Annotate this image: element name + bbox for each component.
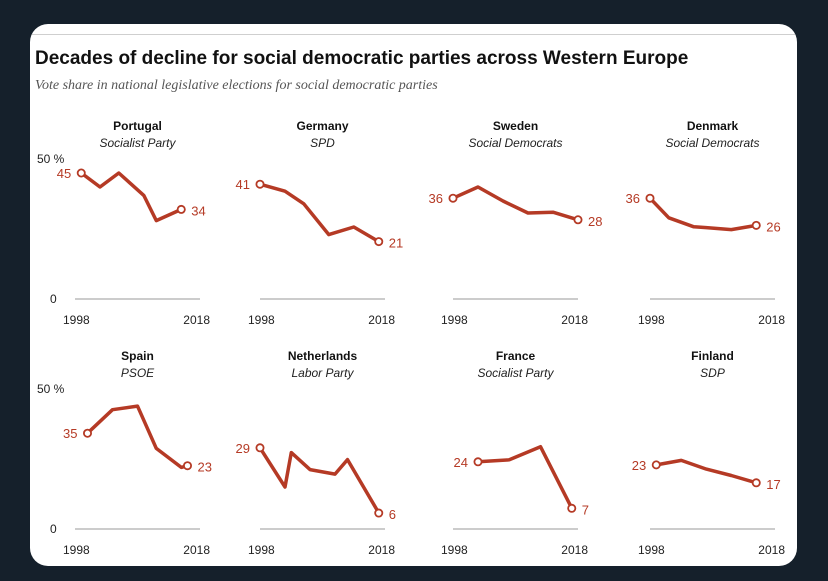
panel-title-portugal: Portugal (113, 119, 162, 133)
x-end-label-netherlands: 2018 (368, 543, 395, 557)
x-start-label-spain: 1998 (63, 543, 90, 557)
data-point-netherlands-2017 (374, 508, 384, 518)
data-point-spain-2016 (182, 461, 192, 471)
panel-party-spain: PSOE (121, 366, 155, 380)
x-end-label-finland: 2018 (758, 543, 785, 557)
data-point-sweden-1998 (448, 193, 458, 203)
x-end-label-france: 2018 (561, 543, 588, 557)
last-value-france: 7 (582, 502, 589, 517)
data-point-germany-1998 (255, 179, 265, 189)
panel-title-netherlands: Netherlands (288, 349, 358, 363)
panel-party-france: Socialist Party (477, 366, 554, 380)
y-zero-label-portugal: 0 (50, 292, 57, 306)
first-value-denmark: 36 (626, 191, 640, 206)
panel-title-germany: Germany (296, 119, 348, 133)
panel-party-portugal: Socialist Party (99, 136, 176, 150)
data-point-france-2017 (567, 503, 577, 513)
series-line-france (476, 444, 574, 511)
data-point-finland-1999 (651, 460, 661, 470)
series-line-denmark (648, 196, 759, 232)
first-value-germany: 41 (236, 177, 250, 192)
panel-party-finland: SDP (700, 366, 725, 380)
data-point-netherlands-1998 (255, 443, 265, 453)
panel-title-finland: Finland (691, 349, 734, 363)
panel-title-denmark: Denmark (687, 119, 739, 133)
series-line-spain (85, 404, 190, 470)
top-rule (30, 34, 797, 35)
last-value-spain: 23 (198, 460, 212, 475)
first-value-netherlands: 29 (236, 441, 250, 456)
series-line-portugal (79, 171, 184, 223)
chart-title: Decades of decline for social democratic… (35, 48, 689, 69)
y-zero-label-spain: 0 (50, 522, 57, 536)
panel-party-denmark: Social Democrats (665, 136, 759, 150)
x-start-label-sweden: 1998 (441, 313, 468, 327)
data-point-portugal-1999 (76, 168, 86, 178)
first-value-france: 24 (454, 455, 468, 470)
y-top-label-spain: 50 % (37, 382, 65, 396)
last-value-denmark: 26 (766, 219, 780, 234)
x-start-label-france: 1998 (441, 543, 468, 557)
data-point-denmark-2015 (751, 220, 761, 230)
x-end-label-spain: 2018 (183, 543, 210, 557)
data-point-portugal-2015 (176, 204, 186, 214)
x-start-label-portugal: 1998 (63, 313, 90, 327)
last-value-finland: 17 (766, 477, 780, 492)
x-start-label-netherlands: 1998 (248, 543, 275, 557)
chart-subtitle: Vote share in national legislative elect… (35, 78, 438, 93)
first-value-portugal: 45 (57, 166, 71, 181)
panel-party-germany: SPD (310, 136, 335, 150)
data-point-denmark-1998 (645, 193, 655, 203)
first-value-sweden: 36 (429, 191, 443, 206)
series-line-sweden (451, 185, 580, 222)
panel-title-france: France (496, 349, 536, 363)
data-point-finland-2015 (751, 478, 761, 488)
last-value-portugal: 34 (191, 203, 205, 218)
small-multiples-svg: Portugal Socialist Party 50 % 0 1998 2018 45 34… (37, 119, 785, 557)
series-line-finland (654, 458, 759, 485)
series-line-netherlands (258, 446, 381, 515)
first-value-finland: 23 (632, 458, 646, 473)
x-end-label-germany: 2018 (368, 313, 395, 327)
last-value-germany: 21 (389, 236, 403, 251)
first-value-spain: 35 (63, 426, 77, 441)
data-point-spain-2000 (83, 428, 93, 438)
x-end-label-portugal: 2018 (183, 313, 210, 327)
x-end-label-sweden: 2018 (561, 313, 588, 327)
chart-card: Decades of decline for social democratic… (30, 24, 797, 566)
panel-title-sweden: Sweden (493, 119, 538, 133)
data-point-sweden-2018 (573, 215, 583, 225)
x-start-label-germany: 1998 (248, 313, 275, 327)
panel-title-spain: Spain (121, 349, 154, 363)
last-value-netherlands: 6 (389, 507, 396, 522)
panel-party-netherlands: Labor Party (291, 366, 354, 380)
data-point-france-2002 (473, 457, 483, 467)
last-value-sweden: 28 (588, 214, 602, 229)
panel-party-sweden: Social Democrats (468, 136, 562, 150)
x-start-label-denmark: 1998 (638, 313, 665, 327)
y-top-label-portugal: 50 % (37, 152, 65, 166)
data-point-germany-2017 (374, 237, 384, 247)
x-end-label-denmark: 2018 (758, 313, 785, 327)
x-start-label-finland: 1998 (638, 543, 665, 557)
series-line-germany (258, 182, 381, 244)
